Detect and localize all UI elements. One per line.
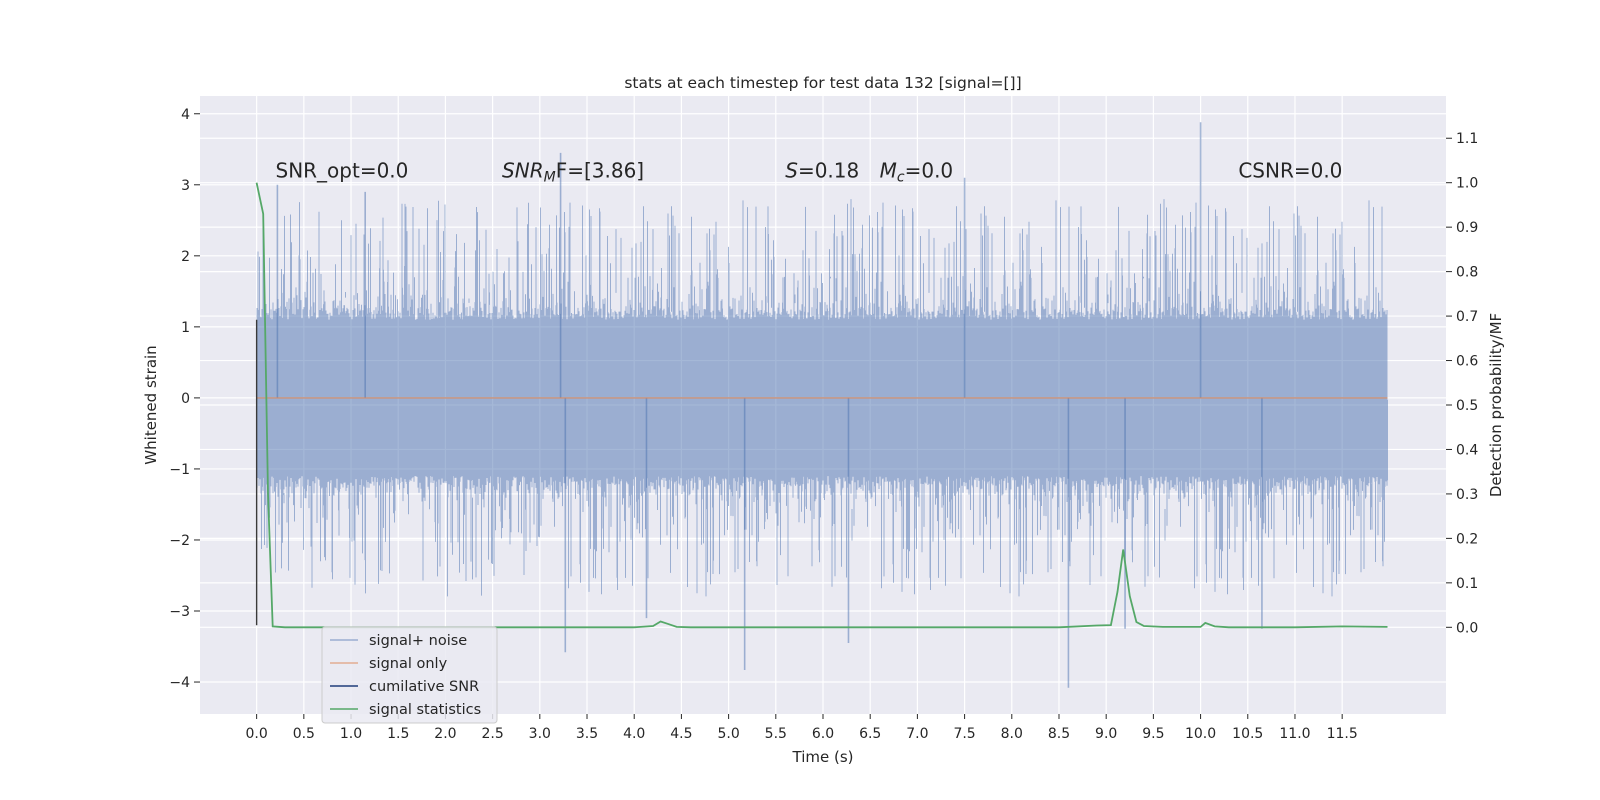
y-tick-label: −4: [169, 675, 190, 691]
y2-tick-label: 0.0: [1456, 620, 1478, 636]
y2-tick-label: 0.4: [1456, 442, 1478, 458]
annotations: SNR_opt=0.0 SNRMF=[3.86] S=0.18 Mc=0.0 CSNR=…: [276, 159, 1343, 186]
annotation: CSNR=0.0: [1238, 159, 1342, 183]
y2-tick-label: 0.3: [1456, 487, 1478, 503]
y-tick-label: −1: [169, 462, 190, 478]
x-tick-label: 11.0: [1279, 726, 1310, 742]
x-tick-label: 3.5: [576, 726, 598, 742]
x-axis-title: Time (s): [792, 748, 854, 766]
x-tick-label: 6.5: [859, 726, 881, 742]
x-axis-ticks: 0.0 0.5 1.0 1.5 2.0 2.5 3.0 3.5 4.0 4.5 5.0 5.5 6.0 6…: [246, 714, 1358, 742]
annotation: SNR_opt=0.0: [276, 159, 409, 183]
x-tick-label: 4.0: [623, 726, 645, 742]
y2-tick-label: 0.9: [1456, 220, 1478, 236]
legend-label: cumilative SNR: [369, 679, 479, 695]
y2-tick-label: 0.8: [1456, 265, 1478, 281]
x-tick-label: 5.0: [717, 726, 739, 742]
legend-label: signal statistics: [369, 702, 481, 718]
y2-axis-ticks: 1.1 1.0 0.9 0.8 0.7 0.6 0.5 0.4 0.3 0.2 0.1 0.0: [1446, 131, 1478, 636]
y2-tick-label: 0.7: [1456, 309, 1478, 325]
x-tick-label: 9.5: [1142, 726, 1164, 742]
y-tick-label: −2: [169, 533, 190, 549]
y2-tick-label: 0.1: [1456, 576, 1478, 592]
legend-label: signal+ noise: [369, 633, 467, 649]
annotation: S=0.18: [785, 159, 859, 183]
x-tick-label: 10.0: [1185, 726, 1216, 742]
x-tick-label: 2.5: [481, 726, 503, 742]
y2-tick-label: 1.1: [1456, 131, 1478, 147]
x-tick-label: 8.5: [1048, 726, 1070, 742]
x-tick-label: 0.0: [246, 726, 268, 742]
x-tick-label: 5.5: [765, 726, 787, 742]
x-tick-label: 9.0: [1095, 726, 1117, 742]
annotation: Mc=0.0: [880, 159, 954, 186]
x-tick-label: 0.5: [293, 726, 315, 742]
x-tick-label: 1.0: [340, 726, 362, 742]
legend-label: signal only: [369, 656, 448, 672]
y-axis-title: Whitened strain: [142, 345, 160, 464]
y-tick-label: 0: [181, 391, 190, 407]
y2-tick-label: 0.2: [1456, 531, 1478, 547]
y-tick-label: −3: [169, 604, 190, 620]
y-tick-label: 2: [181, 249, 190, 265]
x-tick-label: 11.5: [1327, 726, 1358, 742]
chart-title: stats at each timestep for test data 132…: [624, 74, 1021, 92]
y2-tick-label: 0.5: [1456, 398, 1478, 414]
y-tick-label: 4: [181, 107, 190, 123]
x-tick-label: 3.0: [529, 726, 551, 742]
x-tick-label: 7.0: [906, 726, 928, 742]
legend-item-signal-only: signal only: [330, 656, 448, 672]
legend-box: [321, 626, 498, 724]
x-tick-label: 8.0: [1001, 726, 1023, 742]
x-tick-label: 1.5: [387, 726, 409, 742]
legend-item-cumilative-snr: cumilative SNR: [330, 679, 479, 695]
x-tick-label: 2.0: [434, 726, 456, 742]
legend-item-signal-noise: signal+ noise: [330, 633, 467, 649]
y-tick-label: 3: [181, 178, 190, 194]
x-tick-label: 4.5: [670, 726, 692, 742]
y2-axis-title: Detection probability/MF: [1487, 313, 1505, 497]
y2-tick-label: 0.6: [1456, 354, 1478, 370]
x-tick-label: 7.5: [953, 726, 975, 742]
y-axis-ticks: 4 3 2 1 0 −1 −2 −3 −4: [169, 107, 200, 691]
x-tick-label: 10.5: [1232, 726, 1263, 742]
x-tick-label: 6.0: [812, 726, 834, 742]
y2-tick-label: 1.0: [1456, 176, 1478, 192]
annotation: SNRMF=[3.86]: [502, 159, 644, 186]
y-tick-label: 1: [181, 320, 190, 336]
legend-item-signal-statistics: signal statistics: [330, 702, 481, 718]
legend: signal+ noise signal only cumilative SNR…: [321, 626, 498, 724]
